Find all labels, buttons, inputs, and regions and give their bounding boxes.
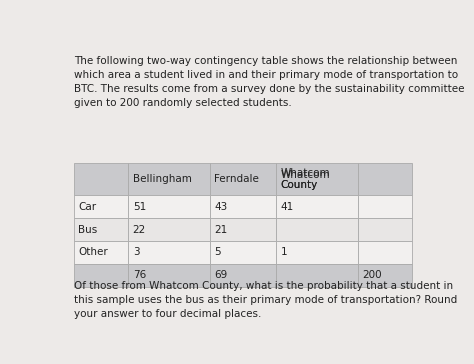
FancyBboxPatch shape bbox=[357, 163, 412, 195]
Text: 21: 21 bbox=[214, 225, 228, 234]
FancyBboxPatch shape bbox=[210, 195, 276, 218]
FancyBboxPatch shape bbox=[357, 195, 412, 218]
FancyBboxPatch shape bbox=[74, 241, 128, 264]
FancyBboxPatch shape bbox=[210, 241, 276, 264]
FancyBboxPatch shape bbox=[74, 218, 128, 241]
FancyBboxPatch shape bbox=[74, 195, 128, 218]
FancyBboxPatch shape bbox=[357, 218, 412, 241]
Text: 3: 3 bbox=[133, 248, 139, 257]
Text: Of those from Whatcom County, what is the probability that a student in
this sam: Of those from Whatcom County, what is th… bbox=[74, 281, 457, 318]
Text: 22: 22 bbox=[133, 225, 146, 234]
Text: 41: 41 bbox=[280, 202, 293, 211]
Text: 76: 76 bbox=[133, 270, 146, 281]
Text: Bus: Bus bbox=[78, 225, 98, 234]
FancyBboxPatch shape bbox=[276, 264, 357, 287]
FancyBboxPatch shape bbox=[128, 264, 210, 287]
Text: 5: 5 bbox=[214, 248, 221, 257]
FancyBboxPatch shape bbox=[210, 264, 276, 287]
FancyBboxPatch shape bbox=[210, 163, 276, 195]
FancyBboxPatch shape bbox=[357, 264, 412, 287]
FancyBboxPatch shape bbox=[128, 163, 210, 195]
Text: 51: 51 bbox=[133, 202, 146, 211]
FancyBboxPatch shape bbox=[74, 163, 128, 195]
Text: Whatcom: Whatcom bbox=[280, 170, 330, 180]
Text: 43: 43 bbox=[214, 202, 228, 211]
Text: Ferndale: Ferndale bbox=[214, 174, 259, 184]
FancyBboxPatch shape bbox=[210, 218, 276, 241]
FancyBboxPatch shape bbox=[74, 264, 128, 287]
Text: Car: Car bbox=[78, 202, 97, 211]
FancyBboxPatch shape bbox=[276, 241, 357, 264]
Text: Bellingham: Bellingham bbox=[133, 174, 191, 184]
FancyBboxPatch shape bbox=[128, 241, 210, 264]
FancyBboxPatch shape bbox=[128, 218, 210, 241]
Text: Whatcom
County: Whatcom County bbox=[280, 168, 330, 190]
FancyBboxPatch shape bbox=[276, 163, 357, 195]
FancyBboxPatch shape bbox=[276, 195, 357, 218]
Text: 200: 200 bbox=[362, 270, 382, 281]
FancyBboxPatch shape bbox=[128, 195, 210, 218]
FancyBboxPatch shape bbox=[276, 218, 357, 241]
FancyBboxPatch shape bbox=[357, 241, 412, 264]
Text: County: County bbox=[280, 180, 318, 190]
Text: The following two-way contingency table shows the relationship between
which are: The following two-way contingency table … bbox=[74, 56, 465, 108]
Text: Other: Other bbox=[78, 248, 108, 257]
Text: 1: 1 bbox=[280, 248, 287, 257]
Text: 69: 69 bbox=[214, 270, 228, 281]
